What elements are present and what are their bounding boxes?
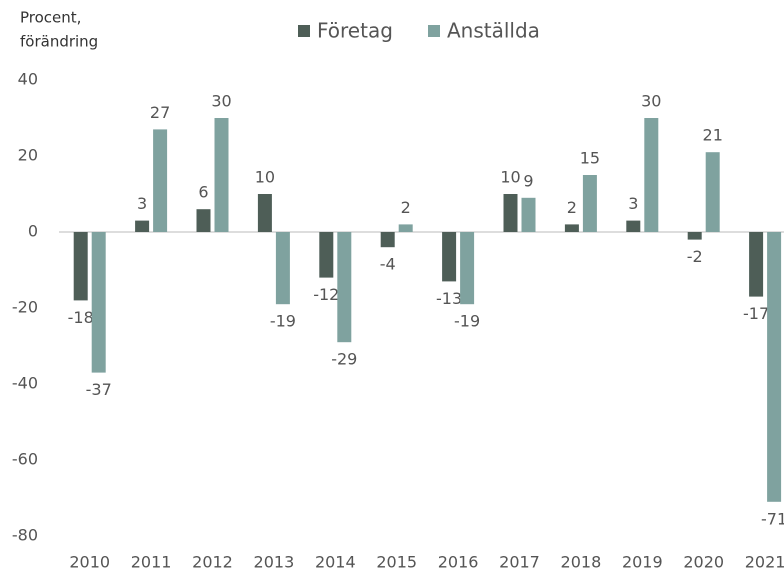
bar (135, 220, 150, 232)
data-label: 27 (150, 103, 170, 122)
legend-label: Anställda (447, 19, 540, 43)
x-tick-label: 2014 (315, 553, 356, 572)
data-label: -71 (761, 509, 784, 528)
data-label: -4 (380, 255, 396, 274)
y-tick-label: 0 (28, 222, 38, 241)
bar (214, 118, 229, 232)
data-label: -29 (331, 350, 357, 369)
x-tick-label: 2012 (192, 553, 233, 572)
bar (503, 194, 518, 232)
bar (153, 129, 168, 232)
x-tick-label: 2019 (622, 553, 663, 572)
y-axis-title: förändring (20, 33, 98, 51)
bar (564, 224, 579, 232)
x-tick-label: 2010 (69, 553, 110, 572)
bar (319, 232, 334, 278)
y-tick-label: -60 (12, 450, 38, 469)
data-label: 10 (500, 168, 520, 187)
data-label: -19 (270, 312, 296, 331)
bar (705, 152, 720, 232)
bar (644, 118, 659, 232)
y-axis-title: Procent, (20, 9, 81, 27)
x-tick-label: 2013 (254, 553, 295, 572)
y-tick-label: 40 (18, 70, 38, 89)
x-tick-label: 2018 (561, 553, 602, 572)
data-label: 30 (641, 92, 661, 111)
bar (380, 232, 395, 248)
data-label: -37 (86, 380, 112, 399)
legend-label: Företag (317, 19, 393, 43)
bar (626, 220, 641, 232)
bar (460, 232, 475, 305)
data-label: 3 (137, 194, 147, 213)
bar (687, 232, 702, 240)
data-label: 21 (703, 126, 723, 145)
bar (767, 232, 782, 502)
data-label: 2 (567, 198, 577, 217)
bar (196, 209, 211, 232)
y-tick-label: 20 (18, 146, 38, 165)
data-label: 9 (523, 171, 533, 190)
bar (73, 232, 88, 301)
x-tick-label: 2011 (131, 553, 172, 572)
data-label: -12 (313, 285, 339, 304)
data-label: 6 (198, 183, 208, 202)
data-label: 2 (401, 198, 411, 217)
data-label: -17 (743, 304, 769, 323)
data-label: 30 (211, 92, 231, 111)
bar (582, 175, 597, 232)
legend-swatch (298, 25, 310, 37)
data-label: -13 (436, 289, 462, 308)
data-label: 10 (255, 168, 275, 187)
data-label: -18 (68, 308, 94, 327)
bar (521, 197, 536, 232)
y-tick-label: -80 (12, 526, 38, 545)
y-tick-label: -20 (12, 298, 38, 317)
bar (749, 232, 764, 297)
bar (91, 232, 106, 373)
x-tick-label: 2016 (438, 553, 479, 572)
legend-swatch (428, 25, 440, 37)
x-tick-label: 2015 (376, 553, 417, 572)
bar (257, 194, 272, 232)
bar (442, 232, 457, 282)
x-tick-label: 2020 (683, 553, 724, 572)
bar (275, 232, 290, 305)
bar (398, 224, 413, 232)
x-tick-label: 2021 (745, 553, 784, 572)
x-tick-label: 2017 (499, 553, 540, 572)
data-label: -2 (687, 247, 703, 266)
bar (337, 232, 352, 343)
data-label: -19 (454, 312, 480, 331)
data-label: 3 (628, 194, 638, 213)
y-tick-label: -40 (12, 374, 38, 393)
data-label: 15 (580, 149, 600, 168)
